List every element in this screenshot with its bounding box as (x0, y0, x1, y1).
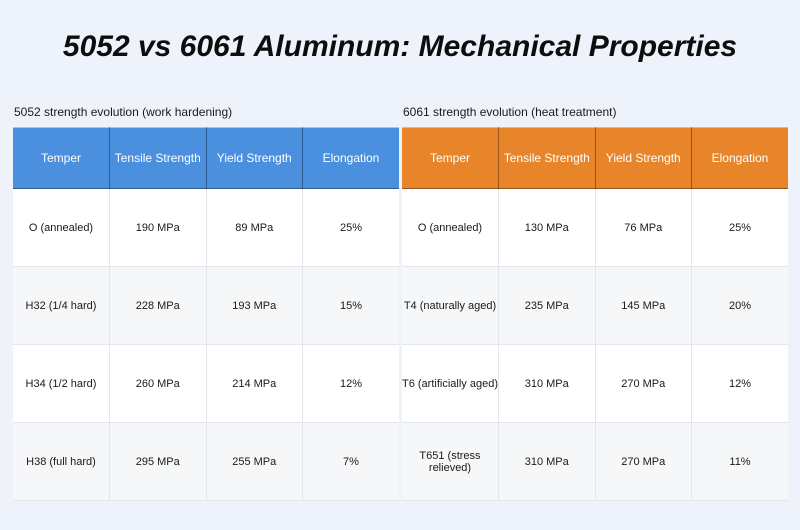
table-row: T651 (stress relieved) 310 MPa 270 MPa 1… (402, 422, 788, 501)
table-row: O (annealed) 130 MPa 76 MPa 25% (402, 188, 788, 267)
cell-temper: H38 (full hard) (13, 422, 110, 501)
cell-temper: O (annealed) (402, 188, 499, 267)
cell-elongation: 25% (691, 188, 788, 267)
column-header-yield-strength: Yield Strength (595, 127, 692, 189)
column-header-tensile-strength: Tensile Strength (498, 127, 596, 189)
cell-temper: T6 (artificially aged) (402, 344, 499, 423)
table-5052: Temper Tensile Strength Yield Strength E… (13, 127, 399, 501)
table-header-row: Temper Tensile Strength Yield Strength E… (402, 127, 788, 189)
column-header-temper: Temper (402, 127, 499, 189)
cell-tensile: 295 MPa (109, 422, 207, 501)
cell-elongation: 7% (302, 422, 399, 501)
cell-temper: T4 (naturally aged) (402, 266, 499, 345)
cell-yield: 89 MPa (206, 188, 303, 267)
table-row: T6 (artificially aged) 310 MPa 270 MPa 1… (402, 344, 788, 423)
caption-5052: 5052 strength evolution (work hardening) (14, 105, 233, 119)
cell-tensile: 228 MPa (109, 266, 207, 345)
column-header-elongation: Elongation (302, 127, 399, 189)
table-header-row: Temper Tensile Strength Yield Strength E… (13, 127, 399, 189)
cell-elongation: 20% (691, 266, 788, 345)
cell-yield: 270 MPa (595, 422, 692, 501)
cell-elongation: 12% (691, 344, 788, 423)
cell-yield: 270 MPa (595, 344, 692, 423)
table-row: H32 (1/4 hard) 228 MPa 193 MPa 15% (13, 266, 399, 345)
cell-yield: 145 MPa (595, 266, 692, 345)
page-title: 5052 vs 6061 Aluminum: Mechanical Proper… (62, 30, 738, 63)
cell-temper: H34 (1/2 hard) (13, 344, 110, 423)
cell-tensile: 190 MPa (109, 188, 207, 267)
cell-yield: 255 MPa (206, 422, 303, 501)
cell-tensile: 235 MPa (498, 266, 596, 345)
column-header-tensile-strength: Tensile Strength (109, 127, 207, 189)
column-header-temper: Temper (13, 127, 110, 189)
table-row: O (annealed) 190 MPa 89 MPa 25% (13, 188, 399, 267)
column-header-elongation: Elongation (691, 127, 788, 189)
cell-temper: O (annealed) (13, 188, 110, 267)
cell-elongation: 12% (302, 344, 399, 423)
cell-tensile: 260 MPa (109, 344, 207, 423)
cell-yield: 193 MPa (206, 266, 303, 345)
cell-temper: T651 (stress relieved) (402, 422, 499, 501)
table-row: H34 (1/2 hard) 260 MPa 214 MPa 12% (13, 344, 399, 423)
cell-tensile: 310 MPa (498, 422, 596, 501)
table-row: T4 (naturally aged) 235 MPa 145 MPa 20% (402, 266, 788, 345)
cell-elongation: 11% (691, 422, 788, 501)
cell-temper: H32 (1/4 hard) (13, 266, 110, 345)
column-header-yield-strength: Yield Strength (206, 127, 303, 189)
caption-6061: 6061 strength evolution (heat treatment) (403, 105, 617, 119)
table-6061: Temper Tensile Strength Yield Strength E… (402, 127, 788, 501)
cell-elongation: 25% (302, 188, 399, 267)
cell-yield: 214 MPa (206, 344, 303, 423)
cell-yield: 76 MPa (595, 188, 692, 267)
cell-tensile: 310 MPa (498, 344, 596, 423)
table-row: H38 (full hard) 295 MPa 255 MPa 7% (13, 422, 399, 501)
cell-tensile: 130 MPa (498, 188, 596, 267)
cell-elongation: 15% (302, 266, 399, 345)
